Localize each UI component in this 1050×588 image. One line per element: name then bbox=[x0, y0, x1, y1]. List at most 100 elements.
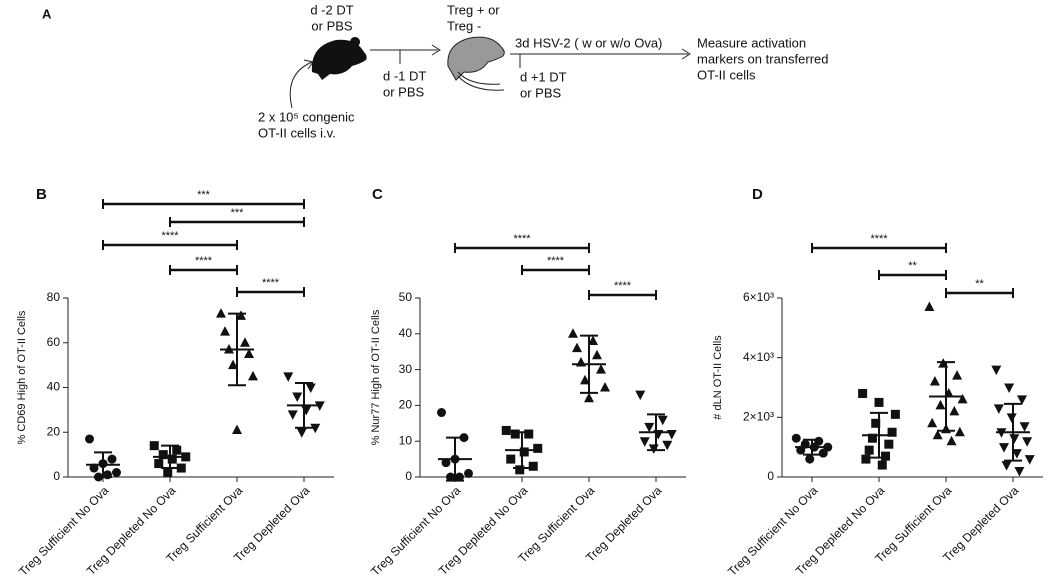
data-point bbox=[592, 349, 602, 360]
significance-label: *** bbox=[231, 207, 245, 219]
data-point bbox=[791, 433, 801, 443]
y-tick-label: 20 bbox=[47, 424, 61, 438]
y-axis-label: # dLN OT-II Cells bbox=[712, 335, 724, 420]
y-tick-label: 40 bbox=[47, 380, 61, 394]
data-point bbox=[1011, 449, 1022, 459]
panel-letter: C bbox=[372, 186, 383, 203]
data-point bbox=[515, 465, 525, 475]
label: OT-II cells bbox=[697, 67, 756, 82]
data-point bbox=[596, 364, 606, 374]
data-point bbox=[1006, 413, 1017, 423]
data-point bbox=[154, 459, 164, 469]
data-point bbox=[867, 433, 877, 443]
data-point bbox=[158, 450, 168, 460]
data-point bbox=[167, 454, 177, 464]
data-point bbox=[236, 310, 246, 320]
data-point bbox=[657, 415, 668, 426]
data-point bbox=[1004, 383, 1015, 393]
data-point bbox=[89, 463, 99, 473]
data-point bbox=[232, 424, 242, 435]
label: or PBS bbox=[311, 18, 353, 33]
mouse-ear bbox=[350, 36, 361, 46]
data-point bbox=[533, 443, 543, 453]
data-point bbox=[163, 468, 173, 478]
arrow bbox=[289, 61, 313, 109]
data-point bbox=[887, 427, 897, 437]
data-point bbox=[446, 472, 455, 482]
data-point bbox=[437, 408, 446, 418]
data-point bbox=[1019, 422, 1030, 432]
data-point bbox=[172, 445, 182, 455]
data-point bbox=[924, 301, 935, 311]
data-point bbox=[244, 348, 254, 358]
label: OT-II cells i.v. bbox=[258, 125, 336, 140]
data-point bbox=[805, 454, 815, 464]
data-point bbox=[600, 382, 610, 392]
y-tick-label: 30 bbox=[399, 362, 413, 376]
data-point bbox=[927, 417, 938, 428]
data-point bbox=[1024, 455, 1035, 465]
y-tick-label: 40 bbox=[399, 326, 413, 340]
data-point bbox=[957, 393, 968, 404]
data-point bbox=[1017, 395, 1027, 405]
data-point bbox=[999, 443, 1009, 453]
data-point bbox=[519, 447, 529, 457]
data-point bbox=[287, 410, 298, 420]
arrow-head bbox=[681, 48, 691, 60]
label: Treg - bbox=[447, 18, 481, 33]
y-tick-label: 10 bbox=[399, 433, 413, 447]
x-tick-label: Treg Depleted Ova bbox=[583, 483, 665, 565]
data-point bbox=[310, 423, 321, 434]
data-point bbox=[584, 392, 594, 403]
y-tick-label: 0 bbox=[53, 469, 60, 483]
data-point bbox=[176, 463, 186, 473]
data-point bbox=[228, 359, 238, 370]
y-axis-label: % Nur77 High of OT-II Cells bbox=[370, 309, 382, 445]
data-point bbox=[954, 426, 965, 437]
significance-label: ** bbox=[975, 278, 984, 290]
data-point bbox=[991, 365, 1002, 376]
y-tick-label: 0 bbox=[405, 469, 412, 483]
y-tick-label: 6×10³ bbox=[743, 290, 774, 304]
arrow-head bbox=[303, 59, 314, 70]
data-point bbox=[949, 405, 960, 416]
significance-label: ** bbox=[908, 260, 917, 272]
data-point bbox=[441, 458, 451, 468]
data-point bbox=[644, 422, 655, 433]
y-tick-label: 4×10³ bbox=[743, 350, 774, 364]
diagram: A d -2 DT or PBS d -1 DT or PBS Treg + o… bbox=[42, 2, 829, 140]
label: or PBS bbox=[383, 84, 425, 99]
mouse-icon bbox=[311, 39, 367, 80]
data-point bbox=[877, 460, 887, 470]
y-tick-label: 60 bbox=[47, 335, 61, 349]
label: 3d HSV-2 ( w or w/o Ova) bbox=[515, 35, 662, 50]
significance-label: **** bbox=[614, 280, 632, 292]
significance-label: **** bbox=[195, 255, 213, 267]
data-point bbox=[639, 437, 650, 447]
data-point bbox=[935, 399, 946, 410]
significance-label: **** bbox=[262, 277, 280, 289]
data-point bbox=[149, 441, 159, 451]
data-point bbox=[524, 429, 534, 439]
data-point bbox=[464, 468, 473, 478]
data-point bbox=[572, 342, 582, 353]
chart: B % CD69 High of OT-II Cells 0 20 40 60 80 Treg… bbox=[16, 186, 334, 579]
data-point bbox=[240, 337, 250, 347]
data-point bbox=[216, 308, 226, 318]
data-point bbox=[568, 328, 578, 338]
significance-label: **** bbox=[870, 233, 888, 245]
data-point bbox=[858, 388, 868, 398]
data-point bbox=[1022, 437, 1033, 447]
data-point bbox=[220, 326, 230, 336]
data-point bbox=[292, 392, 303, 402]
chart: C % Nur77 High of OT-II Cells 0 10 20 30 40 50 T… bbox=[368, 186, 686, 579]
data-point bbox=[455, 472, 464, 482]
data-point bbox=[884, 439, 894, 449]
data-point bbox=[305, 383, 316, 393]
y-tick-label: 0 bbox=[767, 469, 774, 483]
data-point bbox=[648, 444, 659, 454]
data-point bbox=[871, 418, 881, 428]
data-point bbox=[635, 390, 646, 401]
data-point bbox=[510, 429, 520, 439]
data-point bbox=[861, 454, 871, 464]
